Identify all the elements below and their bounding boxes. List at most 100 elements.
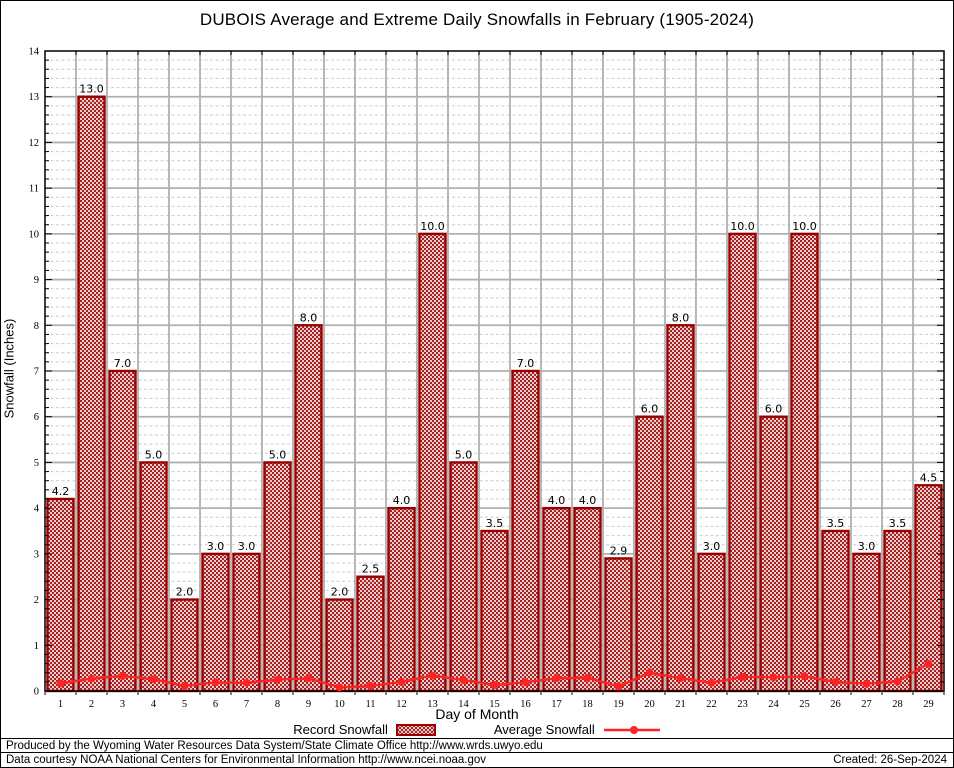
bar-value-label: 2.9 [610,544,628,557]
x-tick-label: 15 [489,699,500,710]
bar-day-16 [511,369,540,693]
average-point-day-1 [56,679,65,688]
plot-area: 4.213.07.05.02.03.0 3.05.08.02.02.54.010.… [29,47,945,710]
y-tick-label: 3 [34,549,39,560]
average-point-day-18 [583,673,592,682]
bar-value-label: 3.0 [858,540,876,553]
legend-record-group: Record Snowfall [293,722,436,737]
average-point-day-20 [645,668,654,677]
bar-day-24 [759,415,788,693]
x-tick-label: 16 [520,699,531,710]
y-tick-label: 5 [34,458,39,469]
bar-value-label: 8.0 [672,311,690,324]
average-point-day-17 [552,674,561,683]
footer-created-date: Created: 26-Sep-2024 [833,754,947,766]
y-tick-label: 12 [29,138,40,149]
legend: Record Snowfall Average Snowfall [1,721,953,738]
x-tick-label: 23 [737,699,748,710]
bar-day-2 [77,95,106,693]
x-tick-label: 21 [675,699,686,710]
footer-separator-top [1,738,953,739]
bar-day-28 [883,529,912,693]
bar-value-label: 7.0 [517,357,535,370]
bar-value-label: 6.0 [641,403,659,416]
average-point-day-11 [366,681,375,690]
average-point-day-10 [335,683,344,692]
bar-day-8 [263,461,292,693]
bar-day-1 [46,497,75,693]
bar-value-label: 13.0 [79,83,104,96]
x-tick-label: 25 [799,699,810,710]
bar-value-label: 8.0 [300,311,318,324]
y-tick-label: 7 [34,367,39,378]
bar-day-14 [449,461,478,693]
average-point-day-12 [397,677,406,686]
average-point-day-22 [707,678,716,687]
bar-value-label: 5.0 [455,448,473,461]
x-tick-label: 20 [644,699,655,710]
x-axis-title: Day of Month [435,706,519,722]
bar-value-label: 10.0 [420,220,445,233]
average-point-day-7 [242,678,251,687]
x-tick-label: 13 [427,699,438,710]
x-tick-label: 18 [582,699,593,710]
bar-value-label: 3.0 [703,540,721,553]
x-tick-label: 24 [768,699,779,710]
bar-day-20 [635,415,664,693]
bar-day-5 [170,598,199,693]
bar-value-label: 3.0 [238,540,256,553]
x-tick-label: 2 [89,699,94,710]
bar-value-label: 10.0 [792,220,817,233]
bar-day-29 [914,484,943,693]
x-tick-label: 22 [706,699,717,710]
bar-value-label: 3.5 [486,517,504,530]
bar-day-13 [418,232,447,693]
y-tick-label: 11 [29,184,39,195]
chart-title: DUBOIS Average and Extreme Daily Snowfal… [199,10,755,29]
bar-value-label: 3.0 [207,540,225,553]
x-tick-label: 29 [923,699,934,710]
y-tick-label: 14 [29,47,40,58]
average-point-day-9 [304,674,313,683]
y-tick-label: 10 [29,229,40,240]
footer-data-courtesy: Data courtesy NOAA National Centers for … [6,754,487,766]
x-tick-label: 8 [275,699,280,710]
average-point-day-25 [800,672,809,681]
average-point-day-21 [676,674,685,683]
bar-day-4 [139,461,168,693]
bar-value-label: 3.5 [827,517,845,530]
legend-record-label: Record Snowfall [293,722,388,737]
x-tick-label: 28 [892,699,903,710]
legend-average-group: Average Snowfall [494,722,661,737]
bar-value-label: 3.5 [889,517,907,530]
average-point-day-23 [738,672,747,681]
record-snowfall-swatch-icon [395,723,436,736]
x-tick-label: 5 [182,699,187,710]
average-point-day-6 [211,678,220,687]
bar-day-12 [387,506,416,693]
bar-day-17 [542,506,571,693]
x-tick-label: 11 [365,699,375,710]
x-tick-label: 3 [120,699,125,710]
bar-value-label: 7.0 [114,357,132,370]
bar-value-label: 4.2 [52,485,70,498]
bar-value-label: 4.0 [548,494,566,507]
bar-day-7 [232,552,261,693]
x-tick-label: 17 [551,699,562,710]
y-tick-label: 1 [34,641,39,652]
x-tick-label: 26 [830,699,841,710]
x-tick-label: 27 [861,699,872,710]
average-point-day-24 [769,673,778,682]
bar-value-label: 4.5 [920,471,938,484]
bar-value-label: 4.0 [579,494,597,507]
bar-day-27 [852,552,881,693]
y-tick-label: 4 [34,504,40,515]
x-tick-label: 12 [396,699,407,710]
average-point-day-8 [273,675,282,684]
x-tick-label: 9 [306,699,311,710]
average-point-day-4 [149,675,158,684]
bar-value-label: 5.0 [145,448,163,461]
x-tick-label: 6 [213,699,218,710]
bar-day-15 [480,529,509,693]
